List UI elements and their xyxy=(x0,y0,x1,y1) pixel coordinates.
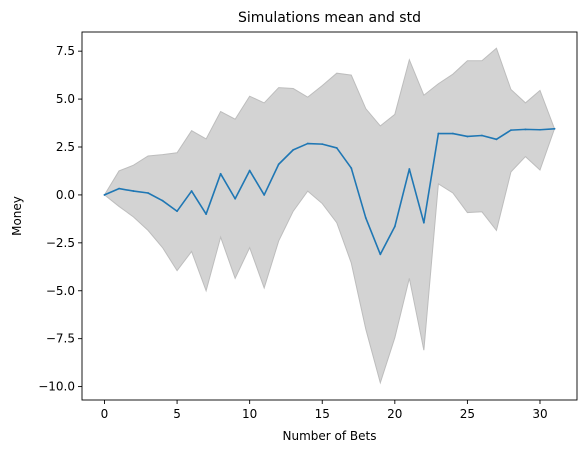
mean-line-layer xyxy=(103,127,556,256)
plot-frame xyxy=(81,31,578,401)
mean-point-11 xyxy=(263,194,266,196)
y-tick-label-4: 0.0 xyxy=(56,188,75,202)
mean-series-line xyxy=(103,127,556,256)
mean-point-19 xyxy=(379,253,382,256)
y-tick-label-7: 7.5 xyxy=(56,44,75,58)
mean-point-17 xyxy=(350,167,353,169)
y-tick-label-0: −10.0 xyxy=(38,380,75,394)
std-band xyxy=(103,47,556,385)
y-axis-label: Money xyxy=(10,196,24,236)
mean-point-22 xyxy=(422,221,425,224)
mean-point-16 xyxy=(335,147,338,149)
mean-point-10 xyxy=(248,169,251,172)
mean-point-6 xyxy=(190,190,193,192)
y-tick-label-6: 5.0 xyxy=(56,92,75,106)
x-axis-ticks: 0 5 10 15 20 25 30 xyxy=(101,400,548,421)
chart-title: Simulations mean and std xyxy=(238,10,421,26)
x-tick-label-5: 5 xyxy=(173,407,181,421)
mean-point-9 xyxy=(234,197,237,200)
mean-point-7 xyxy=(205,213,208,215)
mean-point-20 xyxy=(393,225,396,228)
x-tick-label-25: 25 xyxy=(460,407,475,421)
y-tick-label-2: −5.0 xyxy=(46,284,75,298)
mean-point-21 xyxy=(408,168,411,170)
x-tick-label-10: 10 xyxy=(242,407,257,421)
mean-point-12 xyxy=(277,163,280,166)
mean-point-25 xyxy=(466,135,469,138)
mean-point-28 xyxy=(510,129,512,132)
mean-point-2 xyxy=(132,190,135,192)
y-tick-label-3: −2.5 xyxy=(46,236,75,250)
mean-point-24 xyxy=(451,132,454,135)
y-axis-ticks: −10.0 −7.5 −5.0 −2.5 0.0 2.5 5.0 7.5 xyxy=(38,44,82,394)
std-band-layer xyxy=(103,47,556,385)
mean-point-5 xyxy=(176,210,178,213)
mean-point-8 xyxy=(219,172,222,175)
mean-point-1 xyxy=(118,187,120,190)
mean-point-3 xyxy=(147,192,149,194)
mean-point-27 xyxy=(495,138,498,141)
mean-point-15 xyxy=(321,143,324,146)
mean-point-26 xyxy=(481,134,483,137)
mean-point-13 xyxy=(292,148,295,151)
x-tick-label-30: 30 xyxy=(532,407,547,421)
x-tick-label-20: 20 xyxy=(387,407,402,421)
y-tick-label-5: 2.5 xyxy=(56,140,75,154)
mean-point-0 xyxy=(103,194,106,196)
mean-point-18 xyxy=(364,217,367,219)
mean-point-14 xyxy=(306,142,309,145)
mean-point-29 xyxy=(524,128,527,131)
mean-point-4 xyxy=(161,199,164,202)
x-axis-label: Number of Bets xyxy=(283,429,377,443)
mean-point-23 xyxy=(437,132,440,135)
x-tick-label-0: 0 xyxy=(101,407,109,421)
mean-point-30 xyxy=(539,128,541,131)
x-tick-label-15: 15 xyxy=(315,407,330,421)
mean-point-31 xyxy=(553,127,556,130)
y-tick-label-1: −7.5 xyxy=(46,332,75,346)
